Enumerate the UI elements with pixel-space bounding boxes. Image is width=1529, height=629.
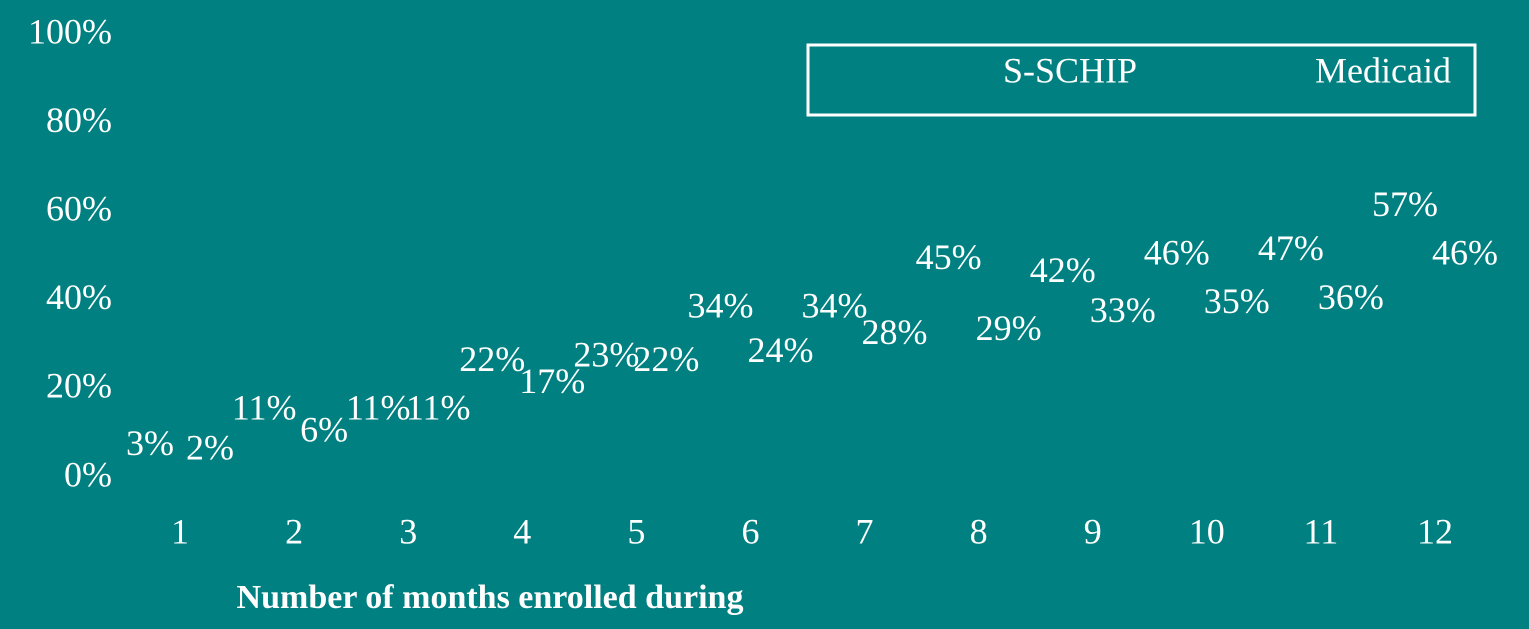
y-tick-label: 0% — [64, 454, 112, 494]
data-label: 11% — [346, 388, 411, 428]
data-label: 57% — [1372, 184, 1438, 224]
data-label: 36% — [1318, 277, 1384, 317]
y-tick-label: 100% — [28, 11, 112, 51]
legend-label: Medicaid — [1315, 50, 1451, 90]
x-tick-label: 12 — [1417, 511, 1453, 551]
bar — [1092, 331, 1139, 478]
x-tick-label: 5 — [627, 511, 645, 551]
bar — [750, 371, 797, 478]
x-tick-label: 6 — [741, 511, 759, 551]
legend-label: S-SCHIP — [1003, 50, 1137, 90]
data-label: 24% — [747, 330, 813, 370]
data-label: 42% — [1030, 250, 1096, 290]
data-label: 34% — [802, 286, 868, 326]
bar — [1206, 322, 1253, 478]
bar — [1434, 274, 1481, 478]
bar — [1320, 318, 1367, 478]
bar — [180, 469, 226, 478]
bar — [294, 451, 340, 478]
bar — [864, 353, 911, 478]
bar — [476, 380, 523, 478]
data-label: 35% — [1204, 281, 1270, 321]
bar — [522, 402, 568, 478]
data-label: 46% — [1432, 232, 1498, 272]
x-tick-label: 8 — [970, 511, 988, 551]
bar — [408, 429, 454, 478]
bar — [636, 380, 683, 478]
legend-box — [806, 43, 1477, 117]
data-label: 2% — [186, 427, 234, 467]
data-label: 11% — [406, 388, 471, 428]
x-tick-label: 2 — [285, 511, 303, 551]
bar — [590, 376, 637, 478]
legend: S-SCHIP Medicaid — [1003, 50, 1451, 90]
x-tick-label: 7 — [856, 511, 874, 551]
data-label: 17% — [519, 361, 585, 401]
x-tick-label: 4 — [513, 511, 531, 551]
bar — [1389, 225, 1435, 478]
y-tick-label: 60% — [46, 188, 112, 228]
y-tick-label: 80% — [46, 100, 112, 140]
bar — [1047, 291, 1093, 478]
bar — [978, 349, 1025, 478]
bar — [932, 278, 979, 478]
x-axis-label: Number of months enrolled during — [237, 579, 744, 616]
data-label: 11% — [232, 388, 297, 428]
data-label: 46% — [1144, 232, 1210, 272]
bar — [704, 327, 751, 478]
bar — [248, 429, 295, 478]
bar — [1161, 274, 1207, 478]
data-label: 22% — [459, 339, 525, 379]
data-label: 23% — [573, 334, 639, 374]
bar — [818, 327, 865, 478]
data-label: 3% — [126, 423, 174, 463]
bar — [134, 464, 181, 478]
x-tick-label: 1 — [171, 511, 189, 551]
x-tick-label: 3 — [399, 511, 417, 551]
data-label: 33% — [1090, 290, 1156, 330]
bar — [1275, 269, 1321, 478]
data-label: 45% — [916, 237, 982, 277]
data-label: 28% — [862, 312, 928, 352]
x-tick-label: 11 — [1304, 511, 1339, 551]
data-label: 29% — [976, 308, 1042, 348]
data-label: 22% — [633, 339, 699, 379]
data-label: 34% — [687, 286, 753, 326]
y-tick-label: 20% — [46, 366, 112, 406]
x-tick-label: 9 — [1084, 511, 1102, 551]
x-tick-label: 10 — [1189, 511, 1225, 551]
data-label: 47% — [1258, 228, 1324, 268]
bar — [362, 429, 409, 478]
data-label: 6% — [300, 410, 348, 450]
y-tick-label: 40% — [46, 277, 112, 317]
